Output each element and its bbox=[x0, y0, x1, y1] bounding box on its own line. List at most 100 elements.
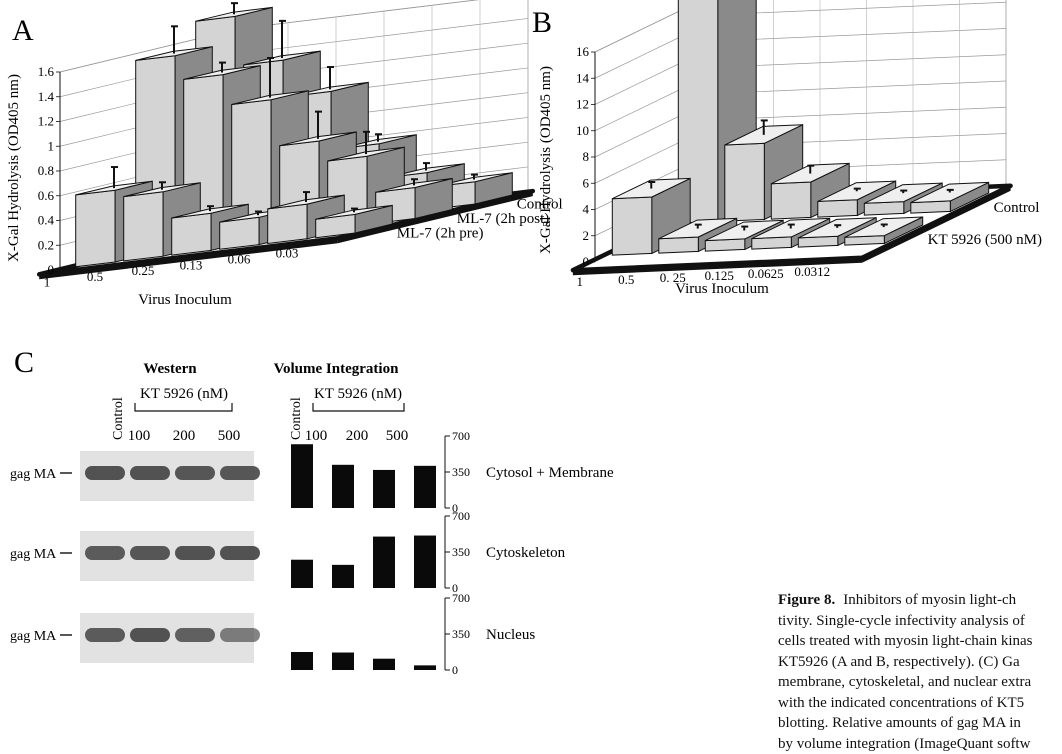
volume-treatment-label: KT 5926 (nM) bbox=[314, 386, 402, 402]
y-tick-label: 14 bbox=[576, 70, 590, 85]
volume-bar bbox=[373, 470, 395, 508]
bar-front bbox=[124, 192, 163, 261]
y-tick-label: 1 bbox=[48, 138, 55, 153]
y-tick-label: 4 bbox=[583, 202, 590, 217]
volume-bar bbox=[414, 536, 436, 588]
series-label: KT 5926 (500 nM) bbox=[928, 232, 1042, 248]
panel-b-label: B bbox=[532, 6, 552, 39]
y-tick-label: 10 bbox=[576, 123, 589, 138]
y-tick-label: 1.2 bbox=[38, 114, 54, 129]
fraction-label: Cytosol + Membrane bbox=[486, 465, 614, 481]
bar-front bbox=[172, 213, 211, 255]
volume-lane-control: Control bbox=[289, 397, 304, 440]
y-tick-label: 0.6 bbox=[38, 188, 55, 203]
y-tick-label: 16 bbox=[576, 44, 590, 59]
western-lane-100: 100 bbox=[128, 428, 151, 444]
y-tick-label: 0 bbox=[583, 254, 590, 269]
volume-lane-200: 200 bbox=[346, 428, 369, 444]
series-label: ML-7 (2h pre) bbox=[397, 225, 484, 241]
volume-bar bbox=[414, 466, 436, 508]
western-band bbox=[85, 466, 125, 480]
caption-line-3: cells treated with myosin light-chain ki… bbox=[778, 631, 1062, 652]
western-lane-500: 500 bbox=[218, 428, 241, 444]
x-tick-label: 0.0625 bbox=[748, 266, 784, 281]
x-tick-label: 0.0312 bbox=[794, 264, 830, 279]
panel-b-x-axis-label: Virus Inoculum bbox=[675, 281, 769, 297]
volume-bar bbox=[332, 653, 354, 670]
western-band bbox=[85, 628, 125, 642]
panel-b-y-axis-label: X-Gal Hydrolysis (OD405 nm) bbox=[538, 66, 554, 254]
y-tick-label: 0.4 bbox=[38, 213, 55, 228]
volume-tick-label: 700 bbox=[452, 591, 470, 605]
y-tick-label: 1.6 bbox=[38, 64, 55, 79]
fraction-label: Cytoskeleton bbox=[486, 545, 566, 561]
western-band bbox=[130, 546, 170, 560]
panel-a-label: A bbox=[12, 14, 34, 47]
volume-tick-label: 350 bbox=[452, 545, 470, 559]
caption-label: Figure 8. bbox=[778, 592, 835, 608]
bar-front bbox=[76, 190, 115, 267]
bar-front bbox=[220, 217, 259, 249]
volume-bar bbox=[332, 465, 354, 508]
volume-treatment-bracket bbox=[313, 403, 404, 411]
panel-a-y-axis-label: X-Gal Hydrolysis (OD405 nm) bbox=[6, 74, 22, 262]
volume-tick-label: 700 bbox=[452, 509, 470, 523]
y-tick-label: 0.8 bbox=[38, 163, 54, 178]
series-label: Control bbox=[994, 200, 1040, 216]
western-band bbox=[220, 466, 260, 480]
panel-a-y-ticks: 00.20.40.60.811.21.41.6 bbox=[38, 64, 60, 277]
western-band bbox=[220, 628, 260, 642]
bar-front bbox=[818, 200, 858, 217]
x-tick-label: 0.13 bbox=[180, 257, 203, 272]
volume-lane-100: 100 bbox=[305, 428, 328, 444]
y-tick-label: 6 bbox=[583, 175, 590, 190]
x-tick-label: 0.25 bbox=[132, 263, 155, 278]
caption-line-1: Figure 8.Inhibitors of myosin light-ch bbox=[778, 590, 1062, 611]
y-tick-label: 1.4 bbox=[38, 89, 55, 104]
bar-front bbox=[612, 197, 652, 255]
volume-bar bbox=[373, 659, 395, 670]
x-tick-label: 0.06 bbox=[228, 252, 251, 267]
panel-c-rows: gag MA 0 350 700 Cytosol + Membrane gag MA 0 35… bbox=[10, 429, 614, 677]
western-band bbox=[130, 466, 170, 480]
y-tick-label: 0.2 bbox=[38, 237, 54, 252]
fraction-label: Nucleus bbox=[486, 627, 535, 643]
volume-integration-title: Volume Integration bbox=[274, 361, 400, 377]
x-tick-label: 1 bbox=[577, 274, 584, 289]
volume-tick-label: 0 bbox=[452, 663, 458, 677]
panel-c: C Western KT 5926 (nM) Control 100 200 5… bbox=[10, 346, 614, 677]
western-band bbox=[130, 628, 170, 642]
western-band bbox=[175, 628, 215, 642]
volume-bar bbox=[291, 444, 313, 508]
caption-line-8: by volume integration (ImageQuant softw bbox=[778, 734, 1062, 754]
volume-bar bbox=[414, 665, 436, 670]
volume-tick-label: 700 bbox=[452, 429, 470, 443]
x-tick-label: 0.03 bbox=[276, 246, 299, 261]
volume-bar bbox=[291, 560, 313, 588]
volume-tick-label: 350 bbox=[452, 465, 470, 479]
band-label: gag MA bbox=[10, 467, 57, 482]
x-tick-label: 0.5 bbox=[87, 269, 103, 284]
series-label: ML-7 (2h post) bbox=[457, 211, 550, 227]
x-tick-label: 0.5 bbox=[618, 272, 634, 287]
y-tick-label: 8 bbox=[583, 149, 590, 164]
western-treatment-label: KT 5926 (nM) bbox=[140, 386, 228, 402]
caption-line-4: KT5926 (A and B, respectively). (C) Ga bbox=[778, 652, 1062, 673]
volume-tick-label: 350 bbox=[452, 627, 470, 641]
y-tick-label: 2 bbox=[583, 228, 590, 243]
volume-bar bbox=[373, 537, 395, 588]
bar-front bbox=[771, 182, 811, 219]
panel-a-x-axis-label: Virus Inoculum bbox=[138, 292, 232, 308]
caption-line-7: blotting. Relative amounts of gag MA in bbox=[778, 713, 1062, 734]
volume-lane-500: 500 bbox=[386, 428, 409, 444]
western-band bbox=[175, 466, 215, 480]
band-label: gag MA bbox=[10, 629, 57, 644]
western-title: Western bbox=[143, 361, 197, 377]
volume-bar bbox=[291, 652, 313, 670]
figure-caption: Figure 8.Inhibitors of myosin light-ch t… bbox=[778, 590, 1062, 754]
panel-c-row-3: gag MA 0 350 700 Nucleus bbox=[10, 591, 535, 677]
caption-line-2: tivity. Single-cycle infectivity analysi… bbox=[778, 611, 1062, 632]
